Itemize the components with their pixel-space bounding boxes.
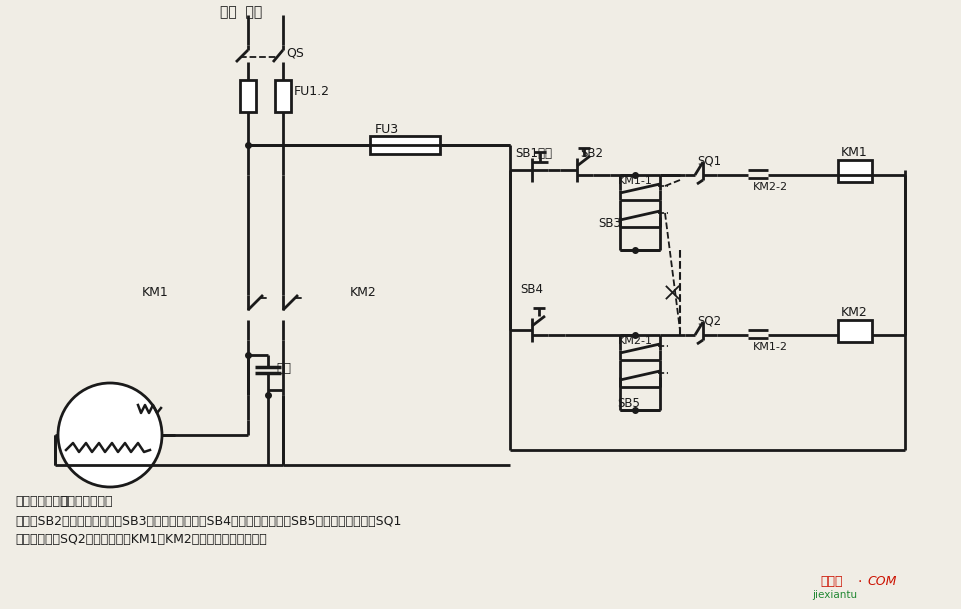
Text: ·: · xyxy=(857,575,861,589)
Text: QS: QS xyxy=(285,46,304,59)
Text: KM1-2: KM1-2 xyxy=(752,342,787,352)
Text: SB3: SB3 xyxy=(598,217,620,230)
Text: KM2: KM2 xyxy=(350,286,377,299)
Text: SB4: SB4 xyxy=(520,283,542,296)
Text: KM2-1: KM2-1 xyxy=(617,336,653,346)
Bar xyxy=(837,320,871,342)
Text: 单相电容电动机: 单相电容电动机 xyxy=(15,495,67,508)
Text: SB2: SB2 xyxy=(579,147,603,160)
Bar xyxy=(275,80,290,112)
Bar xyxy=(370,136,439,154)
Text: SB5: SB5 xyxy=(616,397,639,410)
Text: 电容: 电容 xyxy=(276,362,290,375)
Text: 说明：SB2为上升启动按鈕，SB3为上升点动按鈕，SB4为下降启动按鈕，SB5为下降点动按鈕；SQ1: 说明：SB2为上升启动按鈕，SB3为上升点动按鈕，SB4为下降启动按鈕，SB5为… xyxy=(15,515,401,528)
Text: 单相电容电动机: 单相电容电动机 xyxy=(60,495,112,508)
Text: FU3: FU3 xyxy=(375,123,399,136)
Text: FU1.2: FU1.2 xyxy=(294,85,330,98)
Text: KM2: KM2 xyxy=(840,306,867,319)
Text: jiexiantu: jiexiantu xyxy=(811,590,856,600)
Text: 为最高限位，SQ2为最低限位。KM1、KM2可用中间继电器代替。: 为最高限位，SQ2为最低限位。KM1、KM2可用中间继电器代替。 xyxy=(15,533,266,546)
Text: KM1: KM1 xyxy=(142,286,168,299)
Text: SB1停止: SB1停止 xyxy=(514,147,552,160)
Text: 火线  零线: 火线 零线 xyxy=(220,5,262,19)
Bar xyxy=(239,80,256,112)
Text: SQ1: SQ1 xyxy=(697,154,721,167)
Circle shape xyxy=(58,383,161,487)
Text: KM1-1: KM1-1 xyxy=(617,176,653,186)
Text: COM: COM xyxy=(866,575,896,588)
Text: 接线图: 接线图 xyxy=(819,575,842,588)
Text: KM1: KM1 xyxy=(840,146,867,159)
Bar xyxy=(837,160,871,182)
Text: KM2-2: KM2-2 xyxy=(752,182,787,192)
Text: SQ2: SQ2 xyxy=(697,314,721,327)
